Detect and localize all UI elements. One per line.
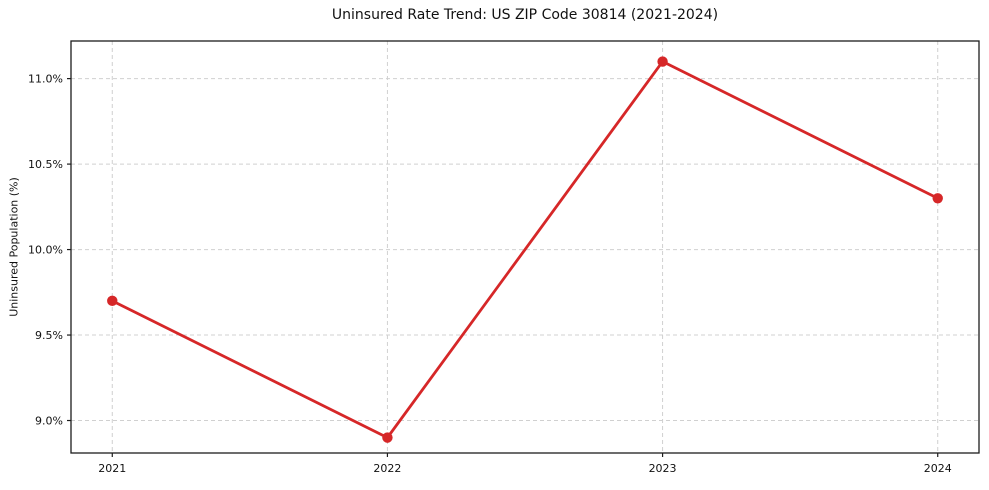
y-tick-label: 11.0% <box>28 73 63 86</box>
y-tick-label: 10.0% <box>28 244 63 257</box>
y-tick-label: 9.5% <box>35 329 63 342</box>
x-tick-label: 2022 <box>373 462 401 475</box>
trend-line <box>110 60 940 440</box>
data-point-marker <box>382 432 393 443</box>
y-tick-label: 9.0% <box>35 415 63 428</box>
y-tick-label: 10.5% <box>28 158 63 171</box>
data-point-marker <box>107 295 118 307</box>
plot-border <box>70 40 980 454</box>
x-tick-label: 2023 <box>649 462 677 475</box>
data-point-marker <box>657 56 668 67</box>
chart-title: Uninsured Rate Trend: US ZIP Code 30814 … <box>331 7 719 23</box>
x-tick-label: 2021 <box>98 462 126 475</box>
x-tick-label: 2024 <box>924 462 952 475</box>
data-point-marker <box>932 193 943 204</box>
